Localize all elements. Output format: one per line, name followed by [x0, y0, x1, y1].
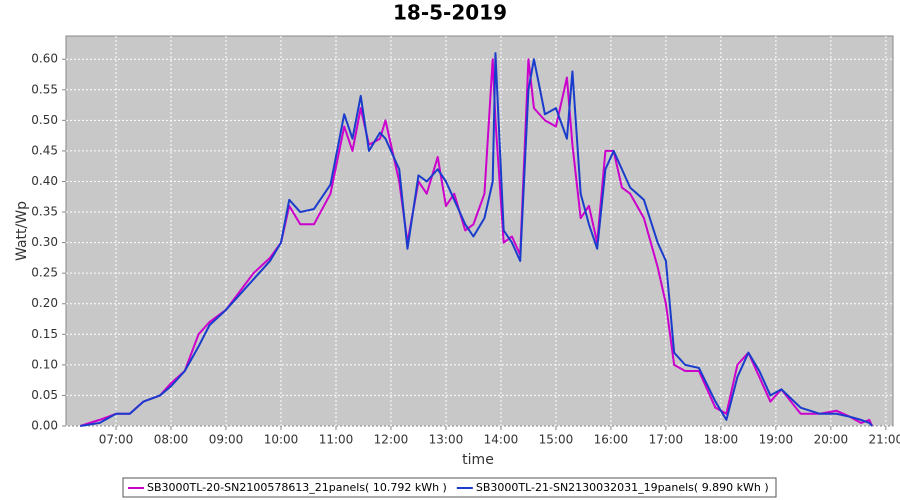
y-axis-label: Watt/Wp [14, 201, 30, 261]
y-tick-label: 0.10 [31, 357, 58, 371]
x-tick-label: 16:00 [594, 433, 629, 447]
y-tick-label: 0.50 [31, 113, 58, 127]
y-tick-label: 0.15 [31, 327, 58, 341]
x-tick-label: 14:00 [484, 433, 519, 447]
plot-area [65, 35, 894, 427]
x-tick-label: 12:00 [374, 433, 409, 447]
x-tick-label: 20:00 [814, 433, 849, 447]
x-tick-label: 15:00 [539, 433, 574, 447]
y-tick-label: 0.60 [31, 52, 58, 66]
x-tick-label: 07:00 [99, 433, 134, 447]
legend-box [122, 477, 777, 498]
chart-title: 18-5-2019 [393, 1, 507, 25]
legend-label: SB3000TL-20-SN2100578613_21panels( 10.79… [147, 481, 447, 494]
y-tick-label: 0.35 [31, 205, 58, 219]
x-tick-label: 21:00 [869, 433, 900, 447]
x-tick-label: 09:00 [209, 433, 244, 447]
y-tick-label: 0.25 [31, 266, 58, 280]
y-tick-label: 0.00 [31, 419, 58, 433]
y-tick-label: 0.20 [31, 296, 58, 310]
line-series [80, 52, 873, 427]
y-tick-label: 0.45 [31, 143, 58, 157]
y-tick-label: 0.55 [31, 82, 58, 96]
line-series [79, 58, 874, 427]
x-tick-label: 17:00 [649, 433, 684, 447]
y-tick-label: 0.30 [31, 235, 58, 249]
x-tick-label: 08:00 [154, 433, 189, 447]
x-tick-label: 10:00 [264, 433, 299, 447]
legend-label: SB3000TL-21-SN2130032031_19panels( 9.890… [476, 481, 769, 494]
y-tick-label: 0.40 [31, 174, 58, 188]
y-tick-label: 0.05 [31, 388, 58, 402]
x-tick-label: 18:00 [704, 433, 739, 447]
x-tick-label: 19:00 [759, 433, 794, 447]
x-tick-label: 11:00 [319, 433, 354, 447]
x-tick-label: 13:00 [429, 433, 464, 447]
x-axis-label: time [462, 452, 494, 468]
